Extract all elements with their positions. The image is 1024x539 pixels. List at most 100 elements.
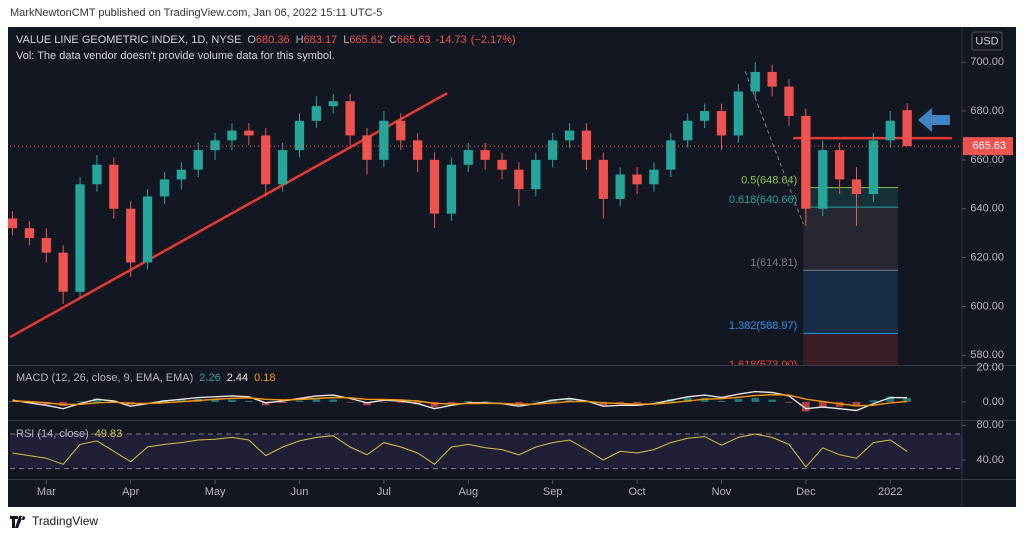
trend-line — [9, 92, 448, 339]
histogram-bar — [481, 401, 489, 402]
candle-body — [834, 150, 845, 180]
y-tick-label: 700.00 — [970, 56, 1004, 68]
candle-body — [8, 218, 18, 229]
histogram-bar — [599, 401, 608, 406]
candle-body — [868, 140, 879, 195]
volume-note: Vol: The data vendor doesn't provide vol… — [16, 50, 335, 62]
candle-body — [210, 140, 220, 151]
candle-body — [598, 159, 608, 199]
candle-body — [126, 208, 136, 263]
fib-band — [803, 207, 898, 271]
legend-title: RSI (14, close) — [16, 428, 89, 440]
histogram-bar — [751, 397, 760, 402]
histogram-bar — [278, 401, 287, 404]
fib-label: 0.618(640.66) — [729, 194, 798, 206]
histogram-bar — [785, 401, 793, 403]
candle-body — [497, 159, 507, 170]
histogram-bar — [768, 399, 776, 402]
fib-band — [803, 333, 898, 365]
fib-label: 1.618(573.00) — [729, 359, 798, 371]
legend: RSI (14, close) 49.83 — [16, 428, 122, 440]
candle-body — [345, 101, 355, 136]
attribution: MarkNewtonCMT published on TradingView.c… — [10, 7, 382, 19]
ohlc-value: 665.62 — [349, 34, 383, 46]
candle-body — [109, 164, 119, 209]
histogram-bar — [177, 399, 186, 402]
pane: 0.5(648.64) 0.618(640.66) 1(614.81) 1.382(5… — [8, 62, 952, 371]
candle-body — [159, 179, 170, 197]
fib-label: 0.5(648.64) — [741, 175, 797, 187]
histogram-bar — [616, 401, 624, 404]
ohlc-label: L — [343, 34, 349, 46]
candle-body — [244, 130, 254, 136]
y-tick-label: 580.00 — [970, 349, 1004, 361]
histogram-bar — [903, 398, 911, 402]
trend-line — [744, 71, 804, 225]
x-tick-label: Oct — [629, 486, 646, 498]
change-value: -14.73 — [436, 34, 467, 46]
histogram-bar — [261, 401, 270, 406]
histogram-bar — [717, 400, 726, 402]
histogram-bar — [295, 400, 304, 402]
candle-body — [463, 150, 473, 165]
histogram-bar — [802, 401, 810, 412]
x-tick-label: Sep — [543, 486, 563, 498]
ohlc-value: 680.36 — [256, 34, 290, 46]
x-tick-label: Nov — [712, 486, 732, 498]
candle-body — [564, 130, 575, 141]
candle-body — [615, 174, 625, 199]
histogram-bar — [430, 401, 439, 408]
histogram-bar — [245, 400, 253, 402]
legend-value: 0.18 — [254, 372, 275, 384]
candle-body — [699, 111, 710, 121]
candle-body — [548, 140, 558, 160]
legend-value: 49.83 — [95, 428, 123, 440]
x-tick-label: Jul — [377, 486, 391, 498]
legend: VALUE LINE GEOMETRIC INDEX, 1D, NYSE O680… — [16, 34, 516, 46]
histogram-bar — [886, 396, 895, 402]
candle-body — [412, 140, 423, 160]
candle-body — [733, 91, 743, 136]
histogram-bar — [93, 398, 101, 402]
macd-line — [12, 393, 908, 407]
histogram-bar — [363, 401, 371, 406]
histogram-bar — [515, 401, 523, 404]
candle-body — [142, 196, 153, 263]
x-tick-label: Jun — [291, 486, 309, 498]
candle-body — [531, 159, 541, 190]
candle-body — [750, 71, 760, 92]
histogram-bar — [734, 398, 743, 402]
candle-body — [902, 110, 912, 147]
histogram-bar — [464, 401, 473, 402]
candle-body — [58, 252, 68, 292]
candle-body — [328, 101, 338, 107]
x-tick-label: Mar — [37, 486, 56, 498]
x-tick-label: 2022 — [878, 486, 902, 498]
histogram-bar — [380, 401, 388, 403]
candle-body — [75, 184, 85, 292]
legend-value: 2.26 — [199, 372, 220, 384]
x-tick-label: Apr — [122, 486, 139, 498]
y-tick-label: 640.00 — [970, 203, 1004, 215]
x-tick-label: Aug — [458, 486, 478, 498]
currency[interactable]: USD — [975, 35, 998, 47]
histogram-bar — [346, 401, 354, 403]
legend-title: VALUE LINE GEOMETRIC INDEX, 1D, NYSE — [16, 34, 241, 46]
fib-label: 1(614.81) — [750, 257, 797, 269]
candle-body — [294, 120, 305, 151]
candle-body — [193, 150, 203, 170]
histogram-bar — [76, 401, 84, 402]
histogram-bar — [396, 401, 405, 403]
histogram-bar — [228, 399, 236, 402]
histogram-bar — [633, 401, 641, 404]
candle-body — [277, 150, 288, 185]
candle-body — [311, 106, 322, 121]
candle-body — [41, 238, 51, 253]
brand: TradingView — [32, 514, 98, 528]
pane — [8, 390, 911, 412]
currency-box[interactable] — [971, 31, 1003, 51]
candle-body — [818, 150, 828, 209]
last-price-box — [963, 137, 1013, 156]
